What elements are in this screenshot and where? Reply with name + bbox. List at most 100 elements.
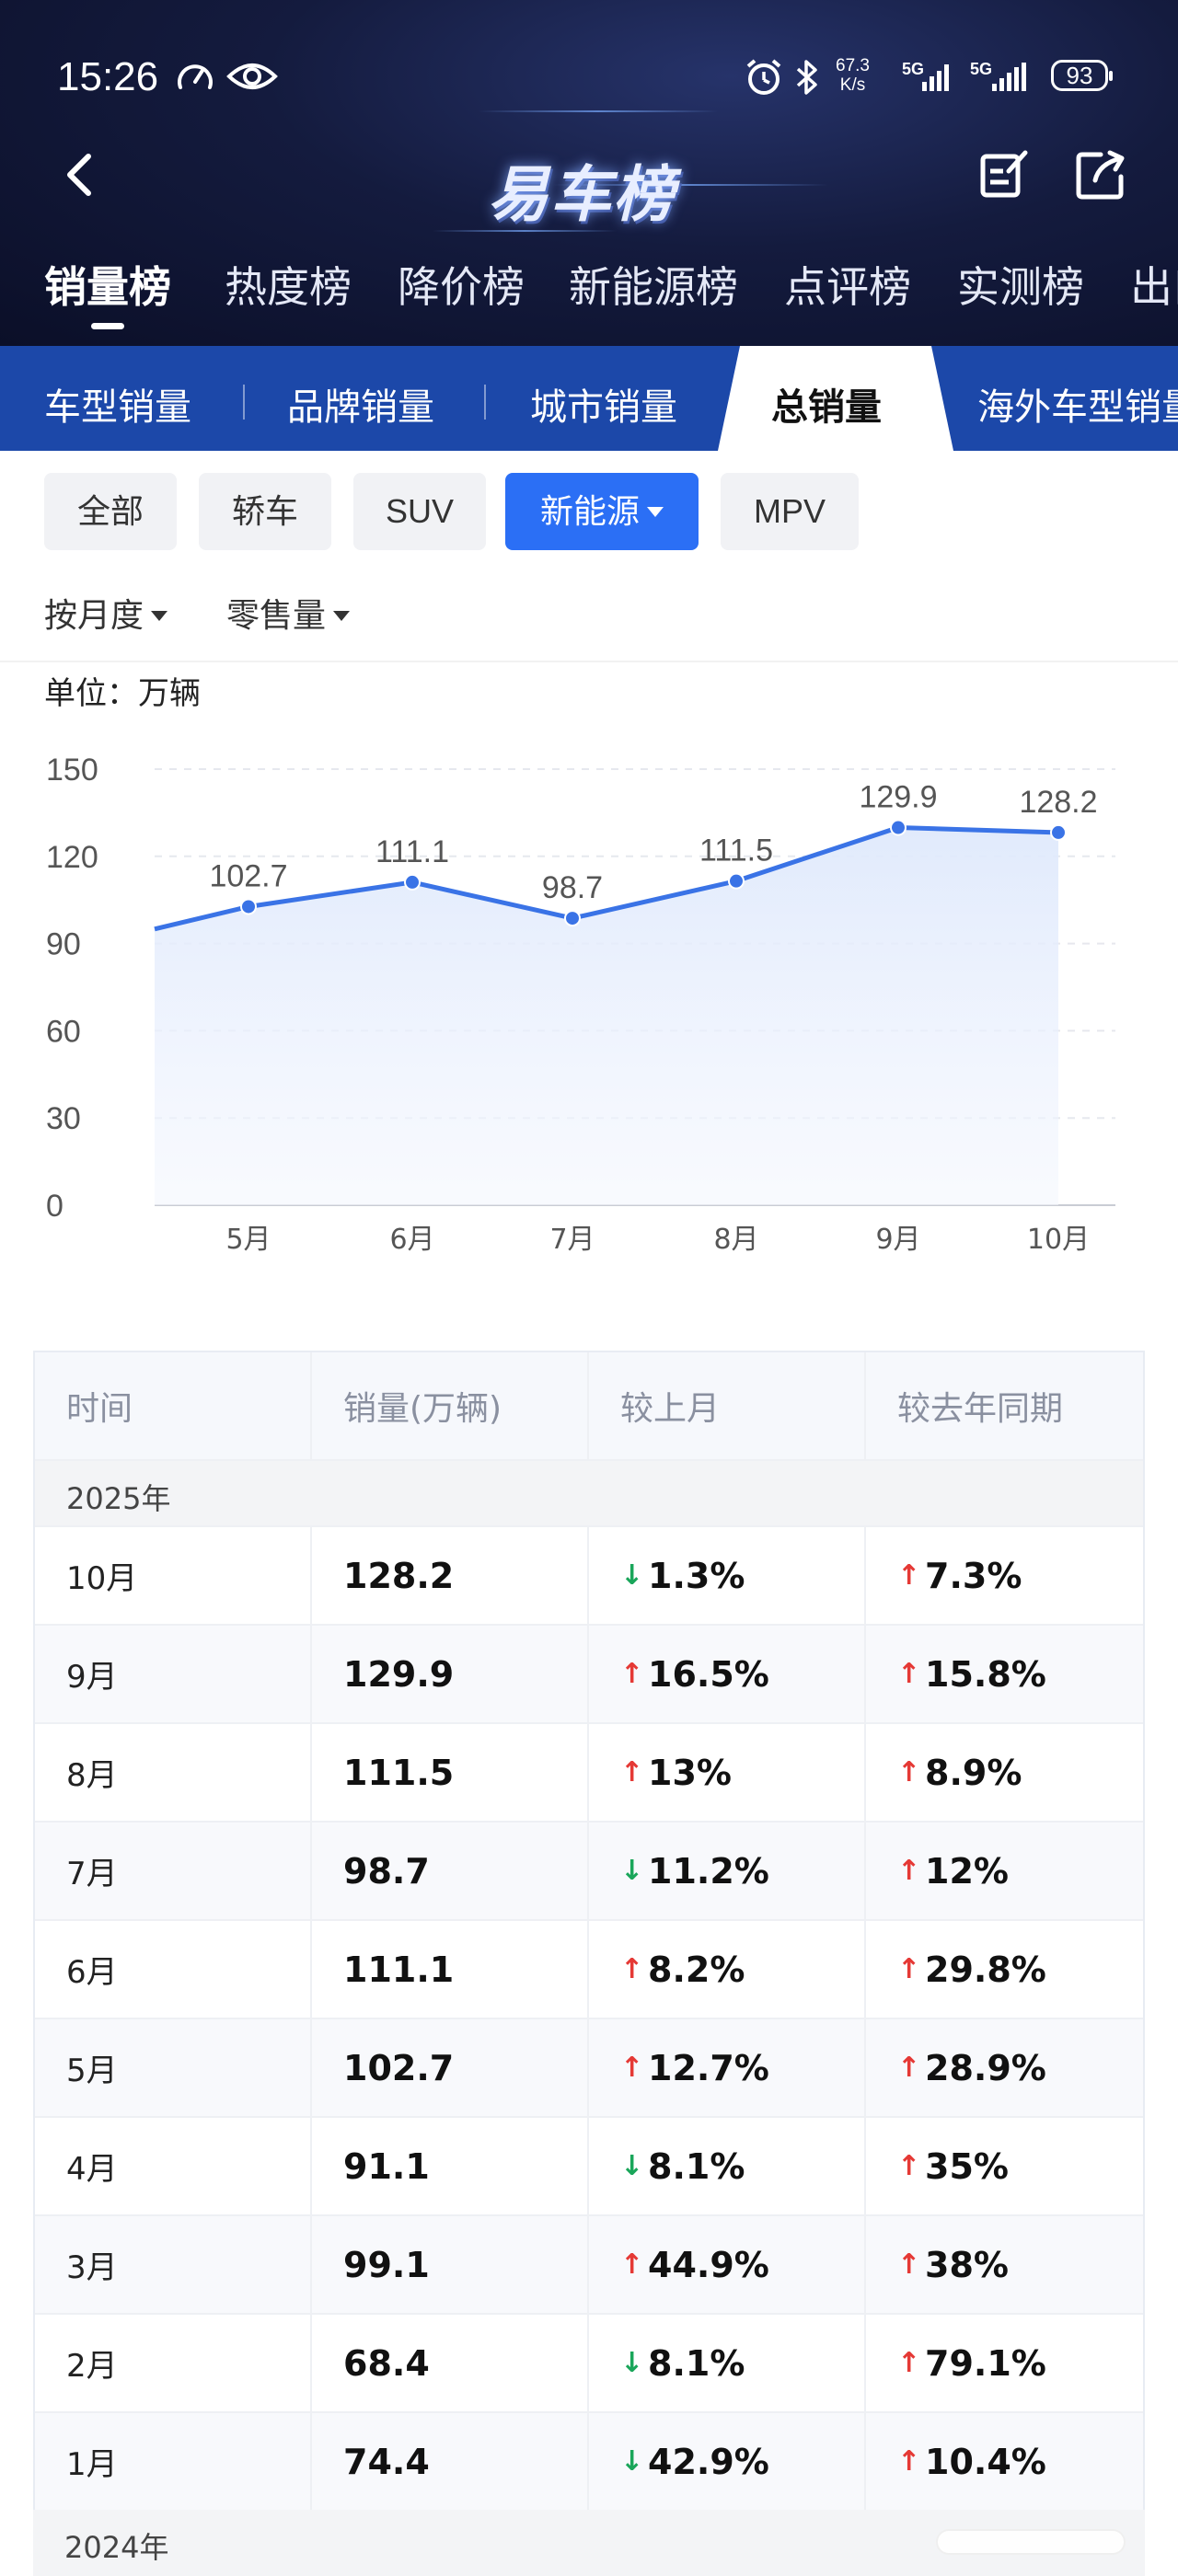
period-label: 按月度 xyxy=(44,597,144,635)
arrow-up-icon: ↑ xyxy=(897,1756,921,1788)
data-point[interactable] xyxy=(240,898,257,915)
data-point[interactable] xyxy=(890,819,907,836)
active-subtab-bg xyxy=(718,346,953,451)
arrow-up-icon: ↑ xyxy=(620,2248,644,2281)
section-divider xyxy=(0,661,1178,662)
y-tick-label: 30 xyxy=(46,1101,81,1136)
cell-sales-value: 129.9 xyxy=(312,1626,589,1722)
rank-tabs: 销量榜 热度榜 降价榜 新能源榜 点评榜 实测榜 出口 xyxy=(0,254,1178,337)
bluetooth-icon xyxy=(793,58,821,100)
edit-note-icon[interactable] xyxy=(976,147,1031,202)
arrow-down-icon: ↓ xyxy=(620,1559,644,1592)
period-dropdown[interactable]: 按月度 xyxy=(44,589,168,637)
mom-value: 8.1% xyxy=(648,2342,745,2384)
table-row[interactable]: 9月 129.9 ↑ 16.5% ↑ 15.8% xyxy=(35,1626,1143,1724)
mom-value: 8.2% xyxy=(648,1949,745,1990)
chip-all[interactable]: 全部 xyxy=(44,473,177,550)
metric-dropdown[interactable]: 零售量 xyxy=(226,589,351,637)
chip-label: 新能源 xyxy=(539,492,640,530)
cell-yoy-change: ↑ 79.1% xyxy=(866,2315,1143,2411)
data-point[interactable] xyxy=(728,872,745,890)
decor-streak xyxy=(552,184,828,186)
yoy-value: 12% xyxy=(925,1850,1009,1892)
arrow-up-icon: ↑ xyxy=(620,1756,644,1788)
x-tick-label: 10月 xyxy=(1027,1224,1090,1256)
signal-bars-icon xyxy=(920,62,955,97)
table-row[interactable]: 8月 111.5 ↑ 13% ↑ 8.9% xyxy=(35,1724,1143,1823)
data-label: 102.7 xyxy=(209,858,287,893)
status-time: 15:26 xyxy=(57,54,159,99)
network-speed: 67.3 K/s xyxy=(836,56,870,95)
subtab-model-sales[interactable]: 车型销量 xyxy=(44,386,191,429)
arrow-up-icon: ↑ xyxy=(897,2347,921,2379)
data-point[interactable] xyxy=(1050,823,1067,841)
yoy-value: 28.9% xyxy=(925,2047,1046,2088)
x-tick-label: 5月 xyxy=(225,1224,271,1256)
alarm-icon xyxy=(744,58,784,100)
cell-sales-value: 91.1 xyxy=(312,2118,589,2214)
cell-yoy-change: ↑ 10.4% xyxy=(866,2413,1143,2510)
sales-chart-svg: 0 30 60 90 120 150 102.7 5月 111.1 6月 98.7 7月 111.5 8月… xyxy=(46,753,1115,1256)
tab-price-cut-rank[interactable]: 降价榜 xyxy=(398,262,525,312)
cell-mom-change: ↓ 42.9% xyxy=(589,2413,866,2510)
data-label: 111.5 xyxy=(699,834,773,868)
chip-sedan[interactable]: 轿车 xyxy=(199,473,331,550)
table-row[interactable]: 5月 102.7 ↑ 12.7% ↑ 28.9% xyxy=(35,2019,1143,2118)
table-header-row: 时间 销量(万辆) 较上月 较去年同期 xyxy=(35,1352,1143,1461)
yoy-value: 35% xyxy=(925,2145,1009,2187)
cell-yoy-change: ↑ 15.8% xyxy=(866,1626,1143,1722)
table-row[interactable]: 4月 91.1 ↓ 8.1% ↑ 35% xyxy=(35,2118,1143,2216)
data-point[interactable] xyxy=(564,910,581,927)
decor-streak xyxy=(479,110,718,112)
y-tick-label: 60 xyxy=(46,1014,81,1049)
table-row[interactable]: 3月 99.1 ↑ 44.9% ↑ 38% xyxy=(35,2216,1143,2315)
tab-popularity-rank[interactable]: 热度榜 xyxy=(225,262,352,312)
subtab-total-sales[interactable]: 总销量 xyxy=(771,386,882,429)
share-icon[interactable] xyxy=(1073,147,1128,202)
cell-month: 6月 xyxy=(35,1921,312,2018)
mom-value: 13% xyxy=(648,1752,732,1793)
data-point[interactable] xyxy=(404,873,421,891)
tab-review-rank[interactable]: 点评榜 xyxy=(784,262,911,312)
cell-mom-change: ↑ 44.9% xyxy=(589,2216,866,2313)
cell-sales-value: 68.4 xyxy=(312,2315,589,2411)
cell-mom-change: ↓ 8.1% xyxy=(589,2118,866,2214)
arrow-up-icon: ↑ xyxy=(897,2052,921,2084)
x-tick-label: 8月 xyxy=(713,1224,758,1256)
yoy-value: 38% xyxy=(925,2244,1009,2285)
table-row[interactable]: 6月 111.1 ↑ 8.2% ↑ 29.8% xyxy=(35,1921,1143,2019)
cell-mom-change: ↑ 13% xyxy=(589,1724,866,1821)
caret-down-icon xyxy=(333,610,351,621)
subtab-city-sales[interactable]: 城市销量 xyxy=(530,386,677,429)
filter-dropdowns: 按月度 零售量 xyxy=(44,589,596,644)
arrow-up-icon: ↑ xyxy=(897,1559,921,1592)
cell-yoy-change: ↑ 7.3% xyxy=(866,1527,1143,1624)
home-indicator[interactable] xyxy=(936,2529,1126,2555)
tab-sales-rank[interactable]: 销量榜 xyxy=(44,254,171,329)
table-row[interactable]: 2月 68.4 ↓ 8.1% ↑ 79.1% xyxy=(35,2315,1143,2413)
tab-new-energy-rank[interactable]: 新能源榜 xyxy=(569,262,738,312)
subtab-overseas-model-sales[interactable]: 海外车型销量 xyxy=(977,386,1178,429)
chip-suv[interactable]: SUV xyxy=(353,473,486,550)
subtab-brand-sales[interactable]: 品牌销量 xyxy=(287,386,434,429)
cell-mom-change: ↑ 12.7% xyxy=(589,2019,866,2116)
metric-label: 零售量 xyxy=(226,597,327,635)
arrow-up-icon: ↑ xyxy=(620,1953,644,1985)
tab-export-rank[interactable]: 出口 xyxy=(1130,262,1178,312)
arrow-up-icon: ↑ xyxy=(897,1953,921,1985)
category-chips: 全部 轿车 SUV 新能源 MPV xyxy=(44,473,1149,550)
arrow-down-icon: ↓ xyxy=(620,1855,644,1887)
table-row[interactable]: 7月 98.7 ↓ 11.2% ↑ 12% xyxy=(35,1823,1143,1921)
cell-month: 5月 xyxy=(35,2019,312,2116)
table-row[interactable]: 10月 128.2 ↓ 1.3% ↑ 7.3% xyxy=(35,1527,1143,1626)
chip-new-energy[interactable]: 新能源 xyxy=(505,473,699,550)
cell-mom-change: ↓ 11.2% xyxy=(589,1823,866,1919)
tab-test-rank[interactable]: 实测榜 xyxy=(957,262,1084,312)
table-row[interactable]: 1月 74.4 ↓ 42.9% ↑ 10.4% xyxy=(35,2413,1143,2512)
data-label: 128.2 xyxy=(1019,785,1097,820)
back-arrow-icon[interactable] xyxy=(57,149,109,201)
header-banner: 15:26 67.3 K/s 5G 5G 93 易车榜 xyxy=(0,0,1178,346)
subtab-divider xyxy=(484,385,486,420)
chip-mpv[interactable]: MPV xyxy=(721,473,859,550)
cell-sales-value: 74.4 xyxy=(312,2413,589,2510)
